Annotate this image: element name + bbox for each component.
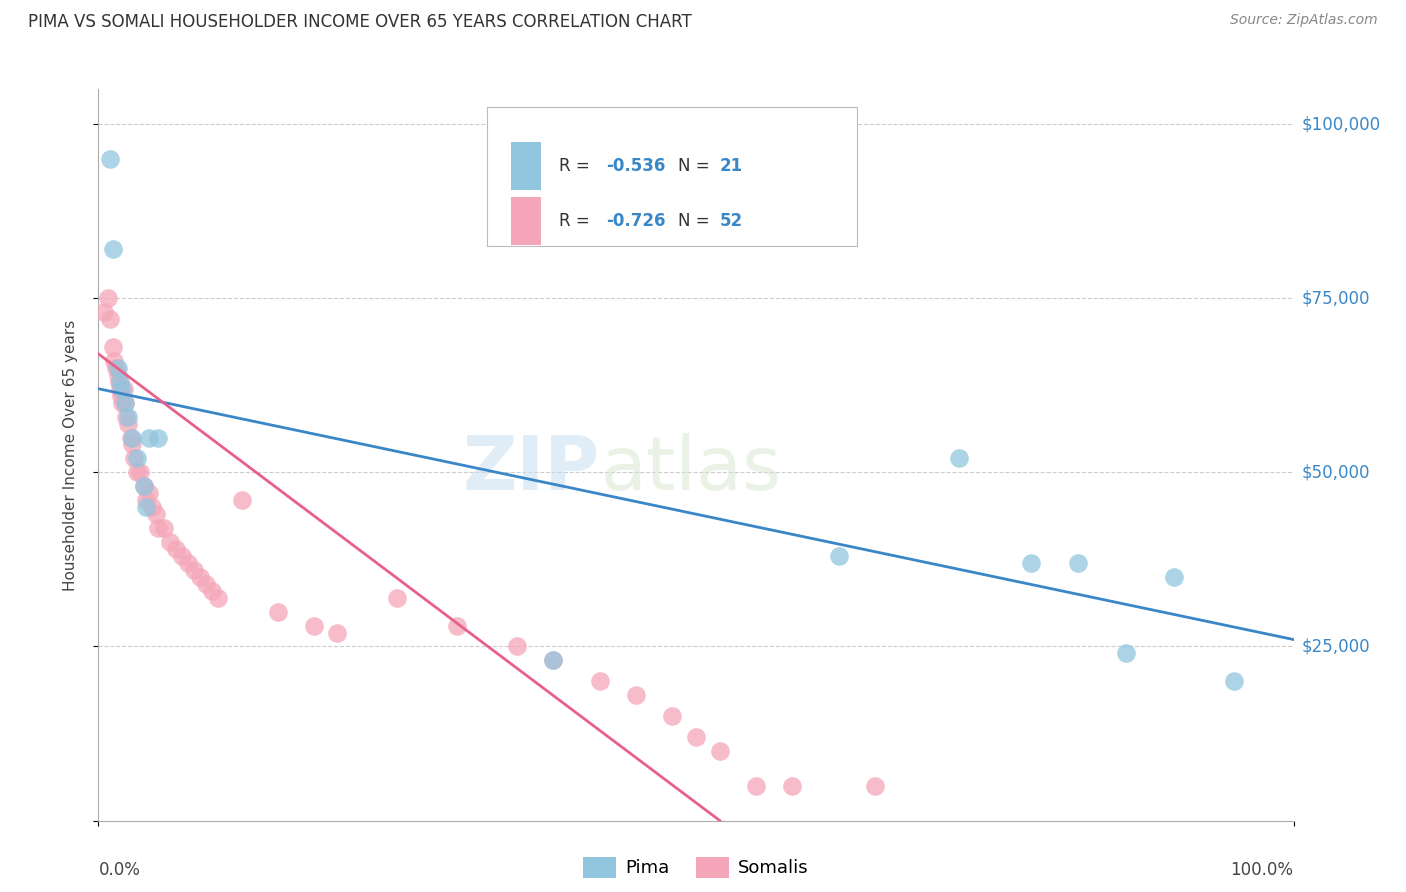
Point [172,549,194,563]
Point [108,375,131,389]
Point [231,493,253,508]
Point [709,744,731,758]
Point [1222,674,1246,689]
Point [165,541,187,556]
Point [863,779,886,793]
Text: N =: N = [678,157,714,175]
Text: PIMA VS SOMALI HOUSEHOLDER INCOME OVER 65 YEARS CORRELATION CHART: PIMA VS SOMALI HOUSEHOLDER INCOME OVER 6… [28,13,692,31]
Point [132,479,155,493]
Text: R =: R = [558,212,595,230]
Point [112,382,135,396]
Point [446,618,468,632]
Text: 100.0%: 100.0% [1230,861,1294,879]
Point [129,466,152,480]
Text: $75,000: $75,000 [1302,289,1371,307]
Point [125,466,148,480]
Point [117,409,139,424]
FancyBboxPatch shape [486,108,858,246]
Point [101,243,124,257]
Text: R =: R = [558,157,595,175]
Point [661,709,683,723]
Point [153,521,176,535]
Text: ZIP: ZIP [463,433,600,506]
Point [101,340,124,354]
Text: 52: 52 [720,212,742,230]
Point [132,479,155,493]
Point [194,576,217,591]
Point [98,152,122,166]
Y-axis label: Householder Income Over 65 years: Householder Income Over 65 years [63,319,77,591]
Point [207,591,229,605]
Point [326,625,349,640]
Point [114,395,136,409]
Text: Source: ZipAtlas.com: Source: ZipAtlas.com [1230,13,1378,28]
Point [267,605,290,619]
Point [120,430,142,444]
Text: $50,000: $50,000 [1302,463,1371,482]
Point [177,556,200,570]
Point [107,368,129,382]
Text: N =: N = [678,212,714,230]
Point [1067,556,1090,570]
Point [159,535,181,549]
Text: 21: 21 [720,157,742,175]
Point [107,375,129,389]
Point [108,382,131,396]
Point [138,486,160,500]
Text: 0.0%: 0.0% [98,861,141,879]
Text: -0.536: -0.536 [606,157,665,175]
Point [117,417,139,431]
Point [107,360,129,375]
Point [302,618,325,632]
Point [685,730,707,744]
Point [948,451,970,466]
Point [98,312,122,326]
Point [148,430,170,444]
Point [1163,570,1185,584]
Point [97,291,120,305]
Point [111,382,134,396]
Text: $25,000: $25,000 [1302,638,1371,656]
Point [124,451,146,466]
Point [135,500,157,515]
Point [188,570,211,584]
Point [541,653,564,667]
Point [745,779,768,793]
Point [1019,556,1042,570]
Point [111,395,134,409]
Point [145,507,167,521]
Text: atlas: atlas [600,433,782,506]
Text: $100,000: $100,000 [1302,115,1381,133]
Point [589,674,612,689]
Point [105,360,128,375]
Point [780,779,803,793]
Point [541,653,564,667]
Point [183,563,205,577]
Point [114,395,136,409]
Point [121,437,143,451]
Point [828,549,851,563]
FancyBboxPatch shape [510,197,540,244]
Point [1115,647,1137,661]
Point [121,430,143,444]
Point [506,640,529,654]
Point [385,591,409,605]
Point [110,389,132,403]
Legend: Pima, Somalis: Pima, Somalis [576,849,815,885]
Point [115,409,138,424]
Point [141,500,163,515]
Point [138,430,160,444]
Point [93,305,115,319]
Point [103,354,125,368]
Point [201,583,224,598]
Point [148,521,170,535]
FancyBboxPatch shape [510,142,540,190]
Point [125,451,148,466]
Point [624,688,647,702]
Point [135,493,157,508]
Text: -0.726: -0.726 [606,212,666,230]
